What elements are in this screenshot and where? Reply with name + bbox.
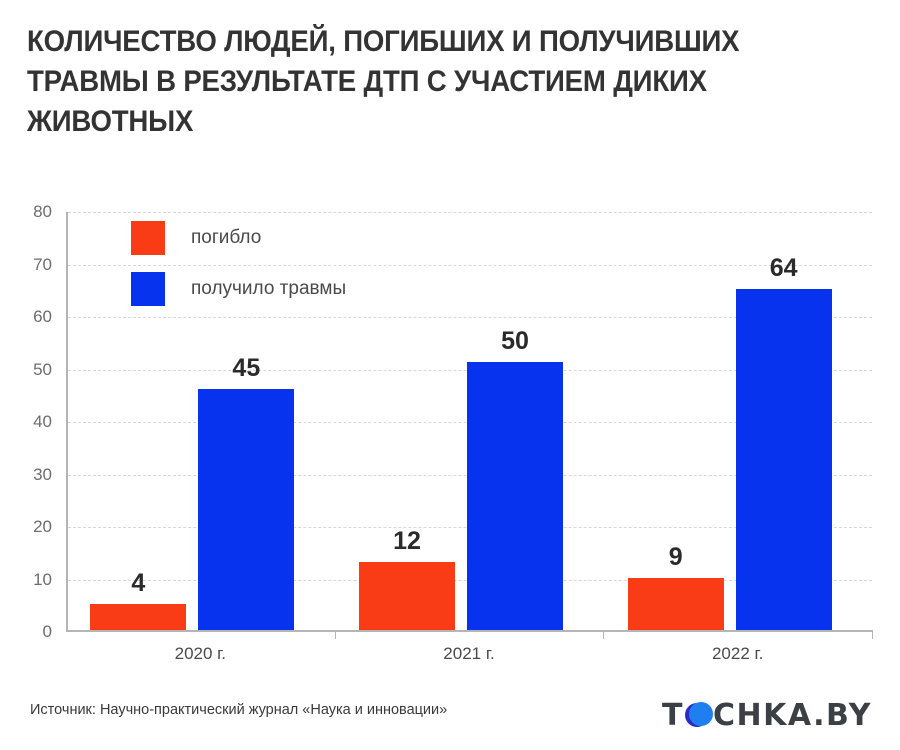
x-axis-tick (872, 630, 873, 639)
gridline (68, 212, 872, 213)
bar-value-label: 12 (393, 526, 421, 555)
y-tick-label: 30 (33, 464, 52, 484)
logo-circle-icon (685, 702, 713, 728)
y-tick-label: 60 (33, 307, 52, 326)
page-title: КОЛИЧЕСТВО ЛЮДЕЙ, ПОГИБШИХ И ПОЛУЧИВШИХ … (27, 25, 740, 139)
y-tick-label: 20 (33, 517, 52, 536)
bar-injured[interactable] (735, 288, 832, 630)
y-tick-label: 0 (42, 622, 52, 641)
x-category-label: 2020 г. (174, 644, 227, 663)
legend-item-died[interactable]: погибло (131, 212, 346, 263)
y-tick-label: 40 (33, 412, 52, 431)
gridline (68, 317, 872, 318)
legend-swatch-icon-died (131, 220, 165, 255)
bar-value-label: 45 (232, 353, 261, 382)
bar-value-label: 4 (131, 568, 146, 597)
y-axis: 80 70 60 50 40 30 20 10 0 (0, 202, 66, 641)
legend-swatch-icon-injured (131, 271, 165, 306)
x-category-label: 2021 г. (443, 644, 495, 663)
bar-died[interactable] (627, 577, 724, 630)
bar-value-label: 9 (668, 542, 683, 571)
gridline (68, 264, 872, 266)
legend-item-injured[interactable]: получило травмы (131, 263, 346, 314)
source-note: Источник: Научно-практический журнал «На… (30, 702, 448, 718)
legend-label-injured: получило травмы (191, 277, 347, 299)
brand-logo-suffix: CHKA.BY (713, 697, 872, 733)
legend-label-died: погибло (191, 226, 262, 248)
bar-died[interactable] (90, 603, 187, 630)
bar-value-label: 50 (501, 327, 529, 356)
y-tick-label: 80 (33, 202, 52, 221)
y-tick-label: 50 (33, 359, 52, 379)
y-tick-label: 10 (33, 569, 52, 589)
x-axis-tick (603, 630, 605, 639)
plot-area: 4 45 12 50 9 64 (66, 212, 873, 639)
bar-died[interactable] (359, 561, 455, 630)
x-category-label: 2022 г. (711, 644, 764, 663)
brand-logo-prefix: T (662, 697, 684, 733)
x-axis-line (66, 630, 872, 632)
y-tick-label: 70 (33, 254, 52, 274)
bar-value-label: 64 (769, 253, 798, 282)
y-axis-line (66, 212, 68, 632)
bar-injured[interactable] (467, 362, 563, 630)
chart-legend: погибло получило травмы (131, 212, 346, 314)
bar-injured[interactable] (198, 388, 295, 630)
brand-logo[interactable]: T CHKA.BY (662, 697, 872, 733)
x-axis-tick (334, 630, 336, 639)
